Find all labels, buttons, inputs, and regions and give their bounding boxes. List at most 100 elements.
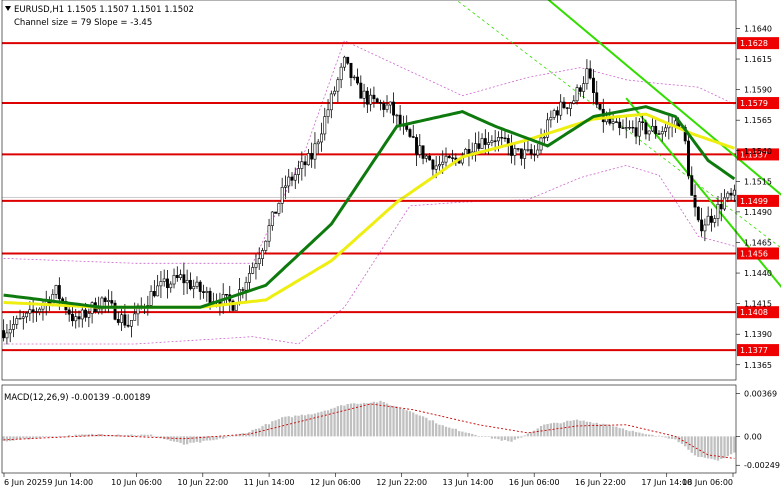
candle-body <box>693 195 697 208</box>
macd-bar <box>425 417 428 437</box>
macd-bar <box>310 414 313 437</box>
macd-bar <box>369 402 372 437</box>
macd-bar <box>274 420 277 437</box>
macd-bar <box>235 434 238 437</box>
candle-body <box>107 300 110 302</box>
macd-bar <box>376 402 379 437</box>
macd-bar <box>713 436 716 460</box>
macd-bar <box>428 420 431 437</box>
candle-body <box>477 143 481 149</box>
macd-bar <box>12 436 15 441</box>
candle-body <box>428 155 432 161</box>
candle-body <box>182 274 186 284</box>
macd-bar <box>408 411 412 437</box>
macd-bar <box>41 436 45 438</box>
candle-body <box>205 290 209 293</box>
macd-bar <box>471 433 474 437</box>
macd-bar <box>90 433 94 437</box>
candle-body <box>274 211 278 214</box>
candle-body <box>719 203 723 210</box>
x-tick-label: 11 Jun 14:00 <box>244 478 295 487</box>
macd-bar <box>281 417 284 437</box>
candle-body <box>647 130 651 135</box>
candle-body <box>257 258 261 265</box>
macd-bar <box>595 422 598 437</box>
macd-bar <box>241 433 244 437</box>
y-tick-label: 1.1640 <box>744 24 772 33</box>
collapse-triangle-icon[interactable] <box>5 6 11 11</box>
candle-body <box>392 101 396 116</box>
candle-body <box>578 87 582 92</box>
candle-body <box>254 263 258 268</box>
macd-bar <box>113 435 117 437</box>
candle-body <box>592 77 595 93</box>
candle-body <box>303 161 307 166</box>
macd-bar <box>48 436 51 437</box>
candle-body <box>732 189 736 196</box>
macd-bar <box>389 405 392 437</box>
macd-bar <box>372 401 376 437</box>
price-panel-frame <box>1 0 737 381</box>
macd-bar <box>575 419 579 437</box>
candle-body <box>241 289 245 291</box>
candle-body <box>57 285 61 300</box>
macd-bar <box>395 406 398 437</box>
macd-bar <box>248 432 251 437</box>
candle-body <box>552 110 556 118</box>
candle-body <box>352 76 356 79</box>
candle-body <box>451 157 455 159</box>
macd-bar <box>297 415 300 437</box>
candle-body <box>493 140 497 142</box>
candle-body <box>637 121 641 137</box>
candle-body <box>664 127 667 132</box>
candle-body <box>657 133 661 135</box>
macd-bar <box>127 434 130 437</box>
macd-bar <box>729 436 733 455</box>
candle-body <box>516 148 520 150</box>
macd-bar <box>412 412 415 437</box>
macd-bar <box>356 403 359 437</box>
macd-bar <box>202 436 205 441</box>
x-tick-label: 17 Jun 14:00 <box>641 478 692 487</box>
macd-bar <box>520 436 523 438</box>
candle-body <box>595 92 599 105</box>
candle-body <box>84 309 88 318</box>
candle-body <box>261 250 264 259</box>
candle-body <box>21 316 25 319</box>
macd-bar <box>38 436 41 439</box>
macd-bar <box>287 416 290 437</box>
candle-body <box>231 300 235 311</box>
x-tick-label: 12 Jun 22:00 <box>376 478 427 487</box>
candle-body <box>372 94 376 100</box>
x-tick-label: 6 Jun 2025 <box>4 478 47 487</box>
candle-body <box>283 185 287 188</box>
candle-body <box>28 309 32 314</box>
x-tick-label: 10 Jun 06:00 <box>111 478 162 487</box>
candle-body <box>582 83 586 92</box>
macd-bar <box>100 434 104 437</box>
macd-bar <box>261 426 264 437</box>
candle-body <box>152 291 156 297</box>
candle-body <box>654 125 658 134</box>
channel-line: Channel size = 79 Slope = -3.45 <box>14 18 152 28</box>
candle-body <box>195 281 199 287</box>
macd-bar <box>641 433 644 437</box>
macd-bar <box>631 430 634 437</box>
macd-bar <box>212 436 215 441</box>
candle-body <box>67 309 71 315</box>
candle-body <box>519 148 523 159</box>
macd-bar <box>602 423 605 437</box>
macd-bar <box>546 424 549 437</box>
candle-body <box>238 289 242 304</box>
candle-body <box>480 138 484 149</box>
candle-body <box>713 218 717 223</box>
candle-body <box>572 100 576 104</box>
candle-body <box>529 149 533 155</box>
candle-body <box>123 314 127 326</box>
candle-body <box>149 291 153 306</box>
macd-y-tick-label: 0.00 <box>744 432 762 441</box>
candle-body <box>362 90 366 99</box>
macd-bar <box>54 436 58 437</box>
macd-bar <box>123 435 127 437</box>
